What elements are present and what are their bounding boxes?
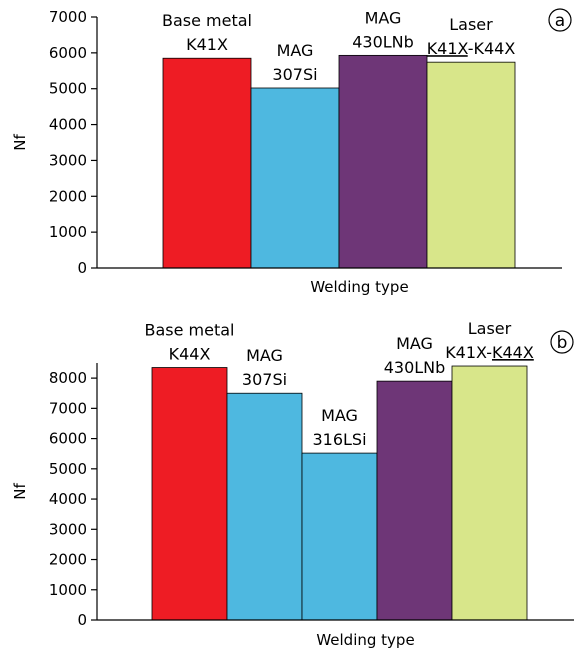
bar-5-label-line-1: Laser <box>468 319 512 338</box>
y-tick-label: 0 <box>77 611 87 629</box>
y-tick-label: 5000 <box>49 460 87 478</box>
bar-4-label-line-2: K41X-K44X <box>427 39 516 58</box>
panel-label: b <box>557 333 568 353</box>
bar-2-label-line-2: 307Si <box>242 370 287 389</box>
y-tick-label: 5000 <box>49 80 87 98</box>
y-axis-title: Nf <box>11 483 29 500</box>
chart-panel-b: Base metal K44X MAG 307Si MAG 316LSi MAG 430LNb… <box>11 319 574 649</box>
bar-2-label-line-2: 307Si <box>272 65 317 84</box>
x-axis-title: Welding type <box>310 278 408 296</box>
bar-4-label-line-2: 430LNb <box>384 358 446 377</box>
bar-4-label-line-1: Laser <box>449 15 493 34</box>
bar-5-label-part-1: K41X- <box>445 343 492 362</box>
y-tick-label: 0 <box>77 259 87 277</box>
bar-3 <box>301 452 378 621</box>
y-tick-label: 3000 <box>49 520 87 538</box>
x-axis-title: Welding type <box>316 631 414 649</box>
bar-2-label-line-1: MAG <box>246 346 283 365</box>
bar-4 <box>426 61 516 269</box>
y-tick-label: 3000 <box>49 151 87 169</box>
y-tick-label: 4000 <box>49 116 87 134</box>
y-tick-label: 4000 <box>49 490 87 508</box>
bar-4-label-part-1: K41X <box>427 39 469 58</box>
bar-3-label-line-1: MAG <box>321 406 358 425</box>
bar-1 <box>162 57 252 269</box>
panel-label: a <box>555 11 565 31</box>
bar-5-label-part-2: K44X <box>492 343 534 362</box>
bar-3 <box>338 54 428 269</box>
bar-1-label-line-1: Base metal <box>162 11 252 30</box>
panel-label-circle <box>550 330 574 354</box>
panel-label-circle <box>548 8 572 32</box>
bar-4 <box>376 380 453 621</box>
bar-1-label-line-2: K44X <box>169 345 211 364</box>
y-tick-label: 6000 <box>49 44 87 62</box>
y-tick-label: 1000 <box>49 581 87 599</box>
y-tick-label: 1000 <box>49 223 87 241</box>
y-tick-label: 2000 <box>49 187 87 205</box>
bar-2 <box>250 87 340 269</box>
y-tick-label: 6000 <box>49 430 87 448</box>
bar-3-label-line-2: 430LNb <box>352 32 414 51</box>
bar-1-label-line-1: Base metal <box>145 321 235 340</box>
bar-4-label-part-2: -K44X <box>468 39 516 58</box>
bar-5 <box>451 365 528 621</box>
chart-panel-a: Base metal K41X MAG 307Si MAG 430LNb Laser K41X… <box>11 8 572 296</box>
bar-3-label-line-1: MAG <box>365 8 402 27</box>
bar-2-label-line-1: MAG <box>277 41 314 60</box>
y-tick-label: 7000 <box>49 8 87 26</box>
y-axis-title: Nf <box>11 134 29 151</box>
y-tick-label: 7000 <box>49 399 87 417</box>
y-tick-label: 8000 <box>49 369 87 387</box>
bar-3-label-line-2: 316LSi <box>312 430 366 449</box>
bar-1 <box>151 367 228 621</box>
bar-1-label-line-2: K41X <box>186 35 228 54</box>
bar-2 <box>226 392 303 621</box>
bar-4-label-line-1: MAG <box>396 334 433 353</box>
bar-5-label-line-2: K41X-K44X <box>445 343 534 362</box>
y-tick-label: 2000 <box>49 551 87 569</box>
